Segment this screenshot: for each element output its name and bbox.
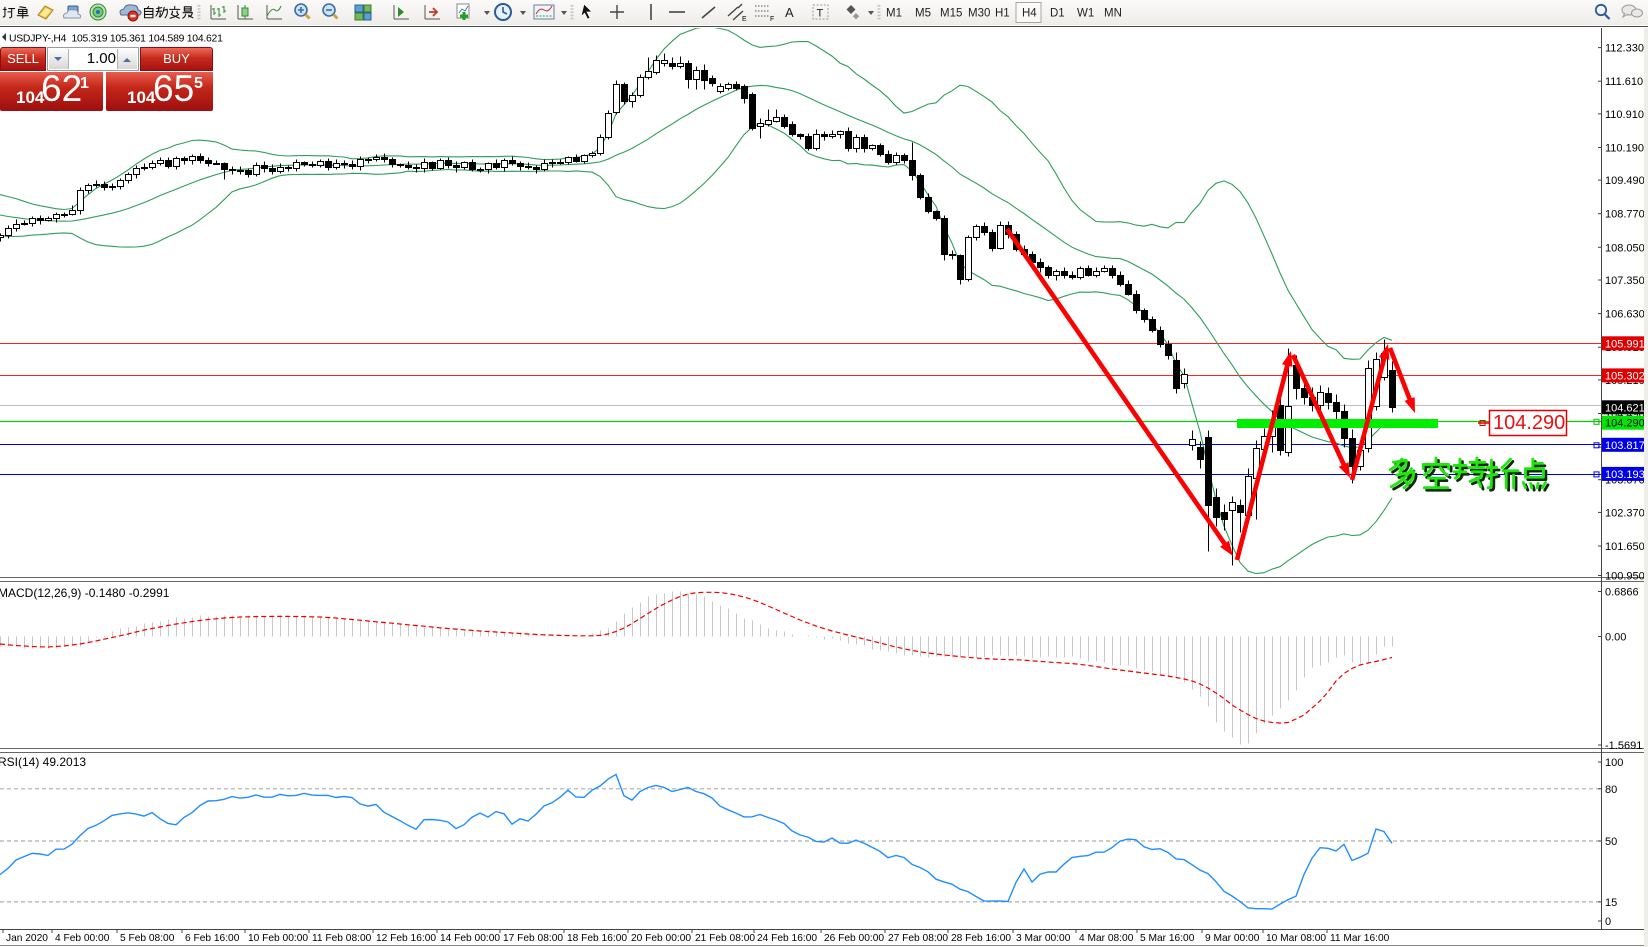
svg-text:12 Feb 16:00: 12 Feb 16:00	[376, 933, 436, 944]
svg-text:15: 15	[1605, 897, 1617, 909]
svg-text:M30: M30	[968, 8, 990, 20]
svg-text:H4: H4	[1022, 8, 1037, 20]
svg-text:107.350: 107.350	[1605, 275, 1645, 287]
svg-text:104.290: 104.290	[1605, 418, 1645, 430]
svg-text:5 Mar 16:00: 5 Mar 16:00	[1140, 933, 1195, 944]
svg-text:11 Feb 08:00: 11 Feb 08:00	[312, 933, 372, 944]
svg-text:112.330: 112.330	[1605, 43, 1644, 55]
svg-text:A: A	[785, 5, 794, 20]
svg-text:105.991: 105.991	[1605, 338, 1645, 350]
svg-text:110.190: 110.190	[1605, 143, 1644, 155]
svg-text:18 Feb 16:00: 18 Feb 16:00	[567, 933, 627, 944]
svg-text:109.490: 109.490	[1605, 175, 1645, 187]
svg-text:108.050: 108.050	[1605, 242, 1645, 254]
svg-text:100: 100	[1605, 757, 1623, 769]
svg-text:10 Mar 08:00: 10 Mar 08:00	[1266, 933, 1326, 944]
svg-text:F: F	[770, 16, 774, 23]
svg-text:-1.5691: -1.5691	[1605, 740, 1642, 752]
svg-text:110.910: 110.910	[1605, 109, 1644, 121]
svg-text:26 Feb 00:00: 26 Feb 00:00	[824, 933, 884, 944]
svg-text:27 Feb 08:00: 27 Feb 08:00	[888, 933, 948, 944]
svg-text:105.302: 105.302	[1605, 370, 1645, 382]
svg-text:RSI(14) 49.2013: RSI(14) 49.2013	[0, 755, 86, 769]
svg-text:103.193: 103.193	[1605, 469, 1645, 481]
svg-text:M15: M15	[940, 8, 962, 20]
svg-text:5 Feb 08:00: 5 Feb 08:00	[120, 933, 175, 944]
svg-text:101.650: 101.650	[1605, 541, 1645, 553]
svg-text:21 Feb 08:00: 21 Feb 08:00	[695, 933, 755, 944]
svg-text:MACD(12,26,9) -0.1480 -0.2991: MACD(12,26,9) -0.1480 -0.2991	[0, 586, 170, 600]
svg-text:T: T	[817, 8, 824, 20]
svg-text:102.370: 102.370	[1605, 507, 1645, 519]
svg-text:3 Mar 00:00: 3 Mar 00:00	[1016, 933, 1071, 944]
svg-text:4 Feb 00:00: 4 Feb 00:00	[55, 933, 110, 944]
svg-text:USDJPY-,H4 105.319 105.361 10: USDJPY-,H4 105.319 105.361 104.589 104.6…	[9, 34, 223, 45]
svg-text:10 Feb 00:00: 10 Feb 00:00	[248, 933, 308, 944]
svg-text:100.950: 100.950	[1605, 571, 1645, 583]
svg-text:4 Mar 08:00: 4 Mar 08:00	[1079, 933, 1134, 944]
svg-text:0.00: 0.00	[1605, 632, 1626, 644]
svg-text:0: 0	[1605, 916, 1611, 928]
svg-text:9 Mar 00:00: 9 Mar 00:00	[1205, 933, 1260, 944]
svg-text:MN: MN	[1104, 8, 1122, 20]
svg-text:28 Feb 16:00: 28 Feb 16:00	[951, 933, 1011, 944]
svg-text:80: 80	[1605, 784, 1617, 796]
svg-text:111.610: 111.610	[1605, 76, 1643, 88]
svg-text:17 Feb 08:00: 17 Feb 08:00	[503, 933, 563, 944]
svg-text:103.817: 103.817	[1605, 440, 1645, 452]
svg-text:E: E	[742, 16, 747, 23]
svg-text:50: 50	[1605, 836, 1617, 848]
svg-text:106.630: 106.630	[1605, 309, 1645, 321]
svg-text:Jan 2020: Jan 2020	[6, 933, 48, 944]
svg-text:11 Mar 16:00: 11 Mar 16:00	[1330, 933, 1390, 944]
svg-text:104.621: 104.621	[1605, 402, 1645, 414]
svg-text:108.770: 108.770	[1605, 209, 1645, 221]
svg-text:0.6866: 0.6866	[1605, 587, 1639, 599]
svg-text:M5: M5	[915, 8, 931, 20]
svg-text:W1: W1	[1077, 8, 1094, 20]
svg-text:M1: M1	[886, 8, 902, 20]
svg-text:104.290: 104.290	[1493, 412, 1565, 434]
svg-text:20 Feb 00:00: 20 Feb 00:00	[631, 933, 691, 944]
svg-text:6 Feb 16:00: 6 Feb 16:00	[185, 933, 240, 944]
svg-text:H1: H1	[995, 8, 1010, 20]
svg-text:D1: D1	[1050, 8, 1065, 20]
svg-text:24 Feb 16:00: 24 Feb 16:00	[757, 933, 817, 944]
svg-text:14 Feb 00:00: 14 Feb 00:00	[440, 933, 500, 944]
